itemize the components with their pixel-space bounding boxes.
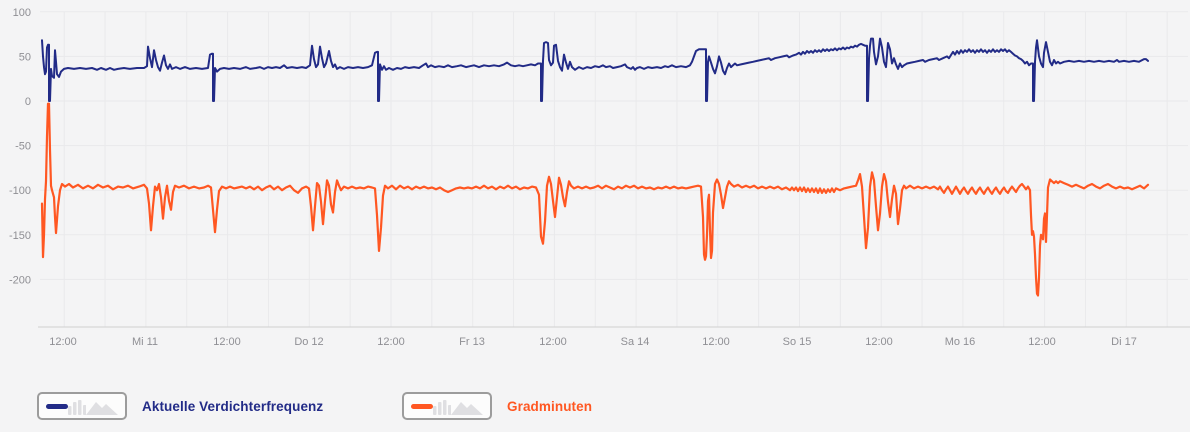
x-tick-label: 12:00 [377,336,405,348]
area-chart-icon [451,401,483,415]
bar-chart-icon [432,400,452,415]
y-tick-label: -50 [15,141,31,153]
x-tick-label: 12:00 [1028,336,1056,348]
legend-label[interactable]: Gradminuten [507,398,593,414]
x-tick-label: Mi 11 [132,336,158,348]
series-style-toggle[interactable] [402,392,492,420]
x-tick-label: 12:00 [702,336,730,348]
line-swatch-icon [411,403,433,409]
x-tick-label: 12:00 [213,336,241,348]
y-tick-label: 100 [13,7,31,19]
y-tick-label: -150 [9,230,31,242]
y-tick-label: 0 [25,96,31,108]
timeseries-chart: 100 50 0 -50 -100 -150 -200 12:00 Mi 11 12:00 Do 1… [9,7,1190,348]
x-tick-label: 12:00 [49,336,77,348]
x-tick-label: Di 17 [1111,336,1137,348]
area-chart-icon [86,401,118,415]
y-tick-label: -200 [9,274,31,286]
legend-item-gradminuten[interactable]: Gradminuten [402,392,592,420]
bar-chart-icon [67,400,87,415]
y-tick-label: -100 [9,185,31,197]
x-tick-label: 12:00 [865,336,893,348]
series-line-gradminuten [40,102,1150,297]
series-line-verdichterfrequenz [41,37,1149,102]
x-tick-label: Mo 16 [945,336,976,348]
x-tick-label: 12:00 [539,336,567,348]
series-style-toggle[interactable] [37,392,127,420]
x-tick-label: Fr 13 [459,336,485,348]
chart-legend: Aktuelle Verdichterfrequenz Gradminuten [0,392,1190,424]
legend-item-verdichterfrequenz[interactable]: Aktuelle Verdichterfrequenz [37,392,323,420]
x-tick-label: So 15 [783,336,812,348]
legend-label[interactable]: Aktuelle Verdichterfrequenz [142,398,324,414]
x-tick-label: Sa 14 [621,336,650,348]
line-swatch-icon [46,403,68,409]
x-tick-label: Do 12 [294,336,323,348]
y-tick-label: 50 [19,51,31,63]
